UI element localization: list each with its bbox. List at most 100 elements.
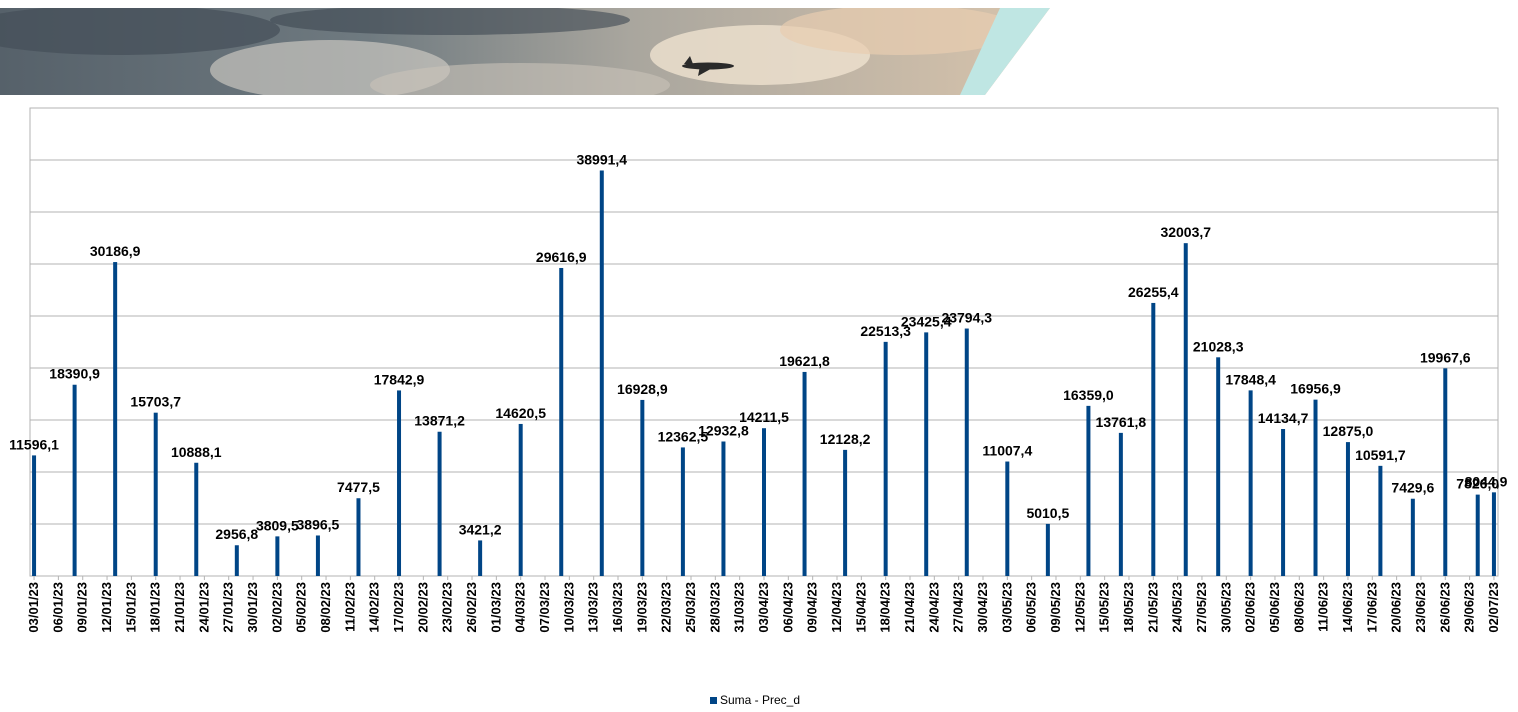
value-label: 14211,5 <box>739 409 789 425</box>
x-tick-label: 17/06/23 <box>1364 582 1379 633</box>
x-tick-label: 21/05/23 <box>1145 582 1160 633</box>
bar <box>1086 406 1090 576</box>
bar <box>1314 400 1318 576</box>
value-label: 16359,0 <box>1063 387 1114 403</box>
x-tick-label: 04/03/23 <box>513 582 528 633</box>
bar <box>721 441 725 576</box>
x-tick-label: 18/01/23 <box>148 582 163 633</box>
x-tick-label: 06/01/23 <box>50 582 65 633</box>
value-label: 18390,9 <box>49 366 100 382</box>
x-tick-label: 30/01/23 <box>245 582 260 633</box>
x-tick-label: 06/05/23 <box>1024 582 1039 633</box>
x-tick-label: 08/02/23 <box>318 582 333 633</box>
x-tick-label: 02/06/23 <box>1243 582 1258 633</box>
value-label: 23794,3 <box>941 310 992 326</box>
value-label: 10591,7 <box>1355 447 1406 463</box>
bar <box>1443 368 1447 576</box>
bar <box>559 268 563 576</box>
x-tick-label: 28/03/23 <box>707 582 722 633</box>
bar <box>843 450 847 576</box>
bar <box>113 262 117 576</box>
bar <box>519 424 523 576</box>
x-tick-label: 09/04/23 <box>805 582 820 633</box>
value-label: 7429,6 <box>1391 480 1434 496</box>
x-tick-label: 17/02/23 <box>391 582 406 633</box>
bar <box>1046 524 1050 576</box>
value-label: 2956,8 <box>215 526 258 542</box>
x-tick-label: 21/01/23 <box>172 582 187 633</box>
bar <box>32 455 36 576</box>
x-tick-label: 23/02/23 <box>440 582 455 633</box>
value-label: 14620,5 <box>495 405 546 421</box>
bar <box>1346 442 1350 576</box>
bar <box>356 498 360 576</box>
x-tick-label: 24/01/23 <box>196 582 211 633</box>
x-tick-label: 20/02/23 <box>415 582 430 633</box>
bar <box>397 390 401 576</box>
x-tick-label: 08/06/23 <box>1291 582 1306 633</box>
x-tick-label: 02/07/23 <box>1486 582 1501 633</box>
value-label: 26255,4 <box>1128 284 1179 300</box>
x-tick-label: 27/05/23 <box>1194 582 1209 633</box>
bar <box>1184 243 1188 576</box>
x-tick-label: 02/02/23 <box>269 582 284 633</box>
x-tick-label: 24/04/23 <box>926 582 941 633</box>
value-label: 5010,5 <box>1026 505 1069 521</box>
x-tick-label: 12/04/23 <box>829 582 844 633</box>
x-tick-label: 14/06/23 <box>1340 582 1355 633</box>
bar <box>1151 303 1155 576</box>
value-label: 3809,5 <box>256 517 299 533</box>
bar <box>640 400 644 576</box>
x-tick-label: 16/03/23 <box>610 582 625 633</box>
value-label: 3421,2 <box>459 521 502 537</box>
x-tick-label: 23/06/23 <box>1413 582 1428 633</box>
value-label: 17842,9 <box>374 371 425 387</box>
value-label: 11007,4 <box>982 443 1032 459</box>
x-tick-label: 11/02/23 <box>342 582 357 632</box>
x-tick-label: 24/05/23 <box>1170 582 1185 633</box>
value-label: 13761,8 <box>1096 414 1147 430</box>
x-tick-label: 18/05/23 <box>1121 582 1136 633</box>
value-label: 30186,9 <box>90 243 141 259</box>
value-label: 10888,1 <box>171 444 222 460</box>
value-label: 12128,2 <box>820 431 871 447</box>
x-tick-label: 09/05/23 <box>1048 582 1063 633</box>
value-label: 21028,3 <box>1193 338 1244 354</box>
bar <box>1492 492 1496 576</box>
bar <box>438 432 442 576</box>
bar <box>924 332 928 576</box>
x-tick-label: 26/06/23 <box>1437 582 1452 633</box>
legend-swatch <box>710 697 717 704</box>
bar <box>803 372 807 576</box>
legend-label: Suma - Prec_d <box>720 693 800 707</box>
x-tick-label: 31/03/23 <box>732 582 747 633</box>
x-tick-label: 27/04/23 <box>951 582 966 633</box>
x-tick-label: 12/05/23 <box>1072 582 1087 633</box>
x-tick-label: 05/06/23 <box>1267 582 1282 633</box>
bar <box>194 463 198 576</box>
value-label: 13871,2 <box>414 413 465 429</box>
x-tick-label: 15/05/23 <box>1097 582 1112 633</box>
chart: 03/01/2311596,106/01/2318390,909/01/2312… <box>0 0 1518 712</box>
x-tick-label: 01/03/23 <box>488 582 503 633</box>
value-label: 7477,5 <box>337 479 380 495</box>
x-tick-label: 09/01/23 <box>75 582 90 633</box>
x-tick-label: 20/06/23 <box>1389 582 1404 633</box>
x-tick-label: 27/01/23 <box>221 582 236 633</box>
bar <box>1411 499 1415 576</box>
bar <box>884 342 888 576</box>
x-tick-label: 15/01/23 <box>123 582 138 633</box>
value-label: 19621,8 <box>779 353 830 369</box>
value-label: 11596,1 <box>9 436 59 452</box>
value-label: 29616,9 <box>536 249 587 265</box>
legend: Suma - Prec_d <box>710 693 800 707</box>
value-label: 32003,7 <box>1160 224 1211 240</box>
bar <box>73 385 77 576</box>
x-tick-label: 06/04/23 <box>780 582 795 633</box>
x-tick-label: 10/03/23 <box>561 582 576 633</box>
x-tick-label: 13/03/23 <box>586 582 601 633</box>
value-label: 12875,0 <box>1323 423 1374 439</box>
value-label: 38991,4 <box>576 151 627 167</box>
x-tick-label: 03/05/23 <box>999 582 1014 633</box>
bar <box>762 428 766 576</box>
